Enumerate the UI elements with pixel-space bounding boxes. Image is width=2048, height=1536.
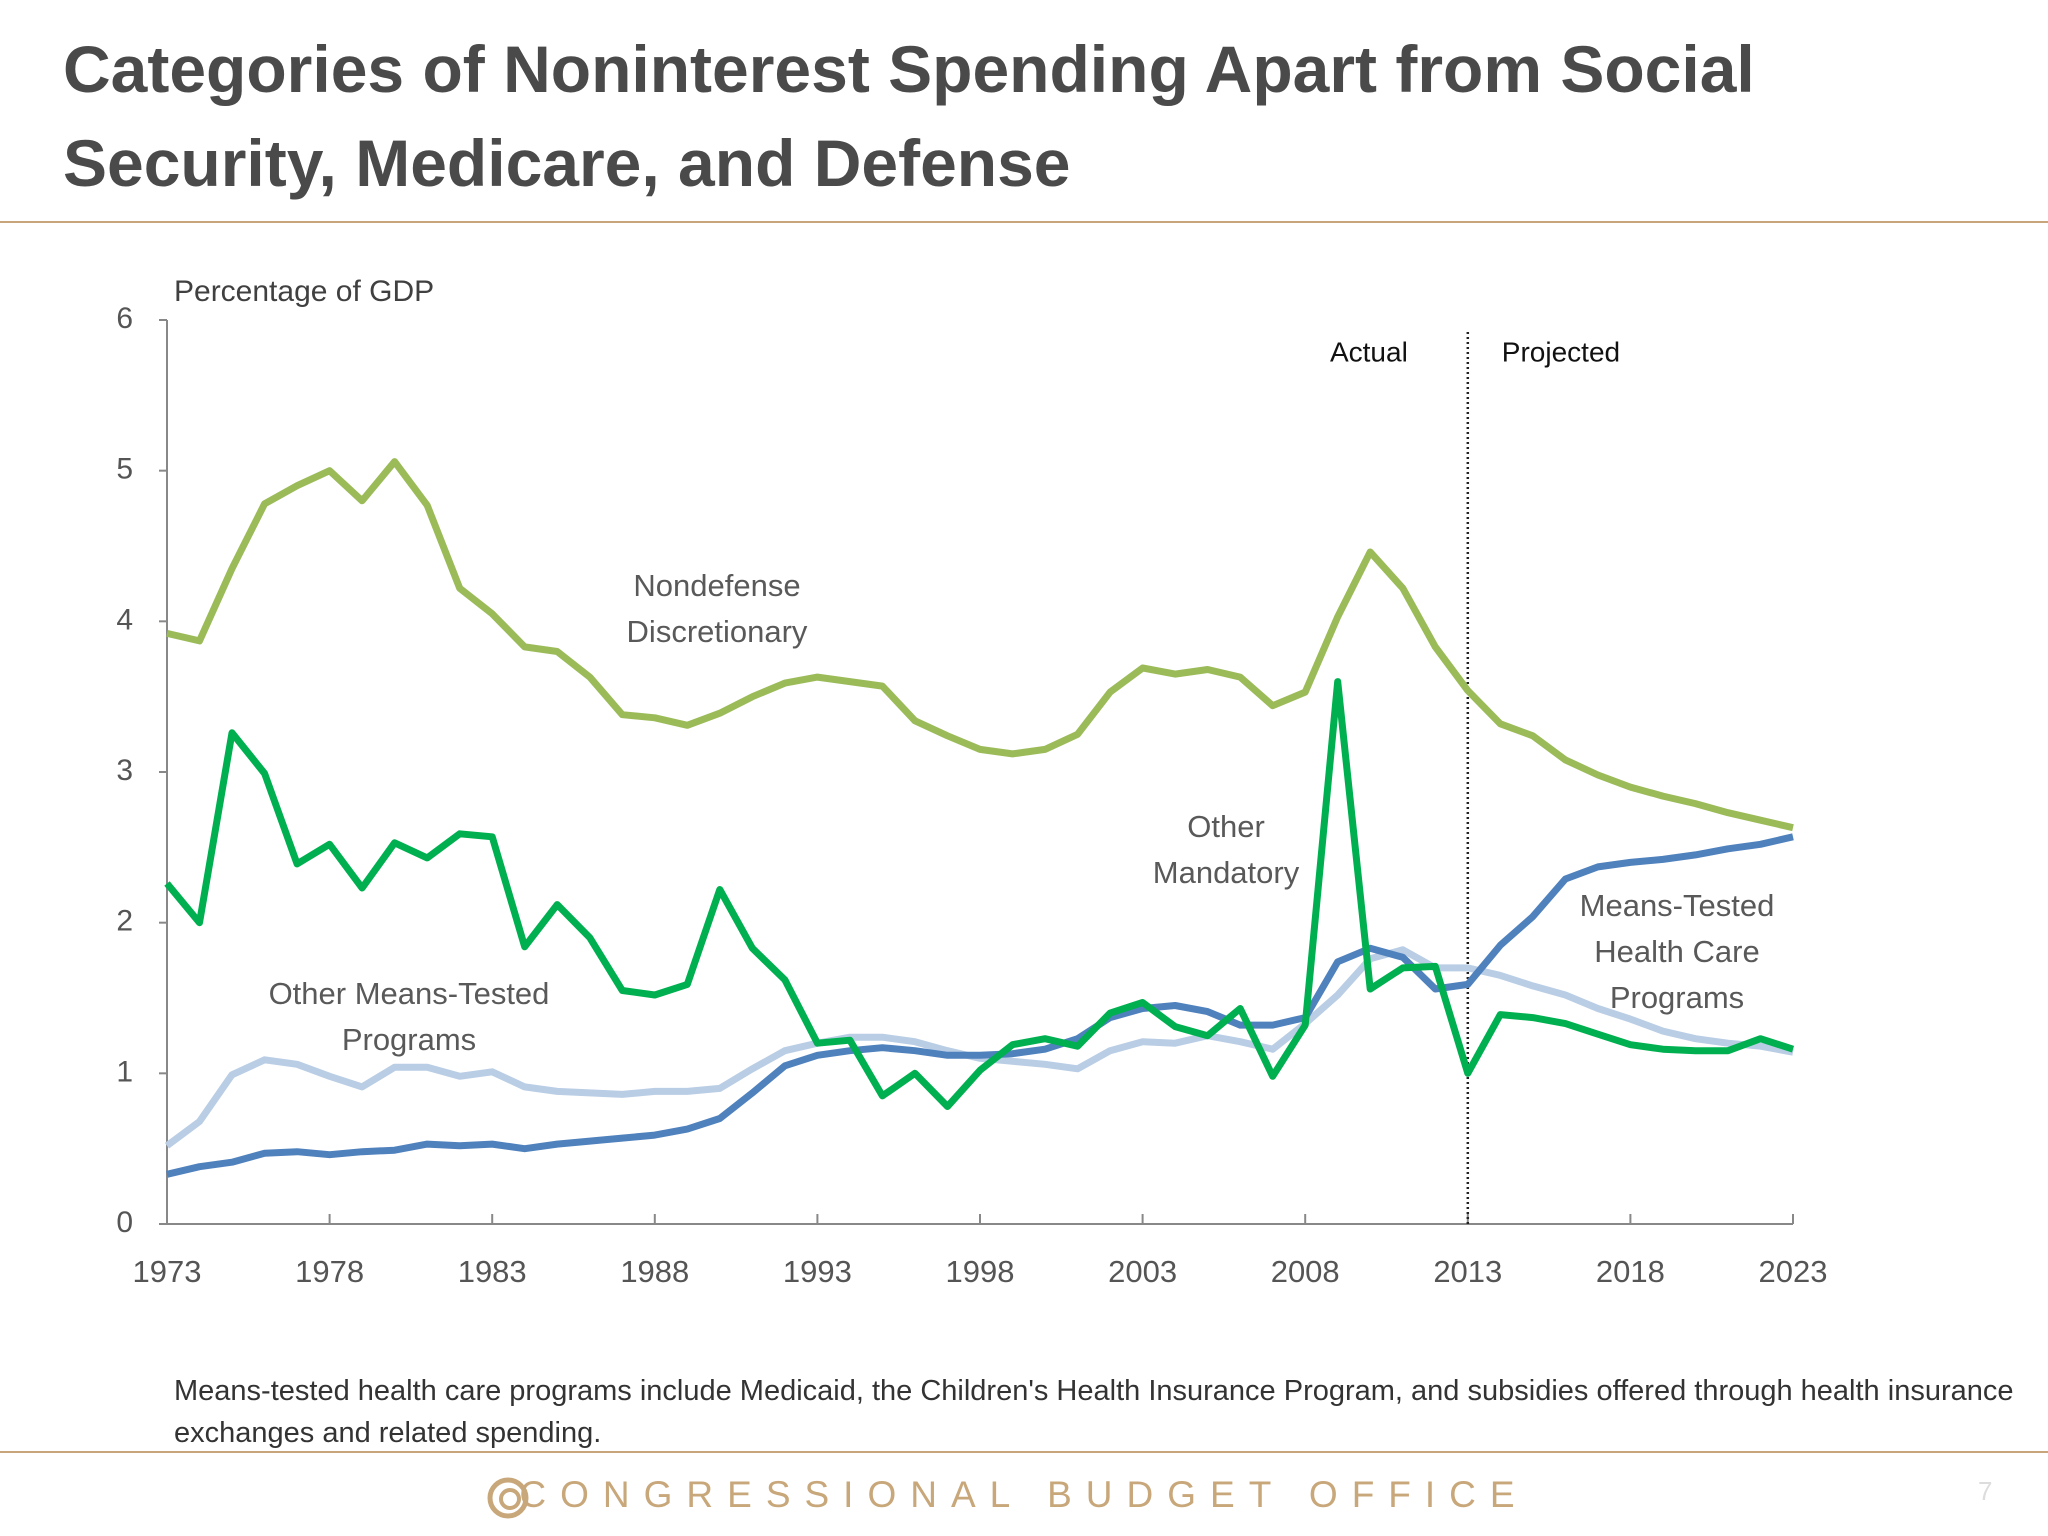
series-line <box>164 678 1795 1110</box>
y-tick-label: 3 <box>116 754 133 787</box>
y-tick-label: 0 <box>116 1206 133 1239</box>
series-label: Means-Tested Health Care Programs <box>1579 888 1775 1015</box>
divider-label: Projected <box>1502 336 1620 367</box>
slide-title: Categories of Noninterest Spending Apart… <box>63 32 1755 200</box>
y-tick-label: 1 <box>116 1055 133 1088</box>
x-tick-label: 1998 <box>946 1254 1015 1289</box>
x-tick-label: 1978 <box>295 1254 364 1289</box>
y-tick-label: 4 <box>116 603 133 636</box>
x-tick-label: 2003 <box>1108 1254 1177 1289</box>
x-tick-label: 1993 <box>783 1254 852 1289</box>
x-tick-label: 2008 <box>1271 1254 1340 1289</box>
cbo-logo <box>487 1477 529 1519</box>
x-tick-label: 1988 <box>620 1254 689 1289</box>
x-tick-label: 1973 <box>133 1254 202 1289</box>
x-tick-label: 2023 <box>1759 1254 1828 1289</box>
series-label: Other Mandatory <box>1152 809 1300 890</box>
series-line <box>166 833 1794 1178</box>
y-tick-label: 5 <box>116 453 133 486</box>
x-tick-label: 2018 <box>1596 1254 1665 1289</box>
divider-label: Actual <box>1330 336 1408 367</box>
chart: Percentage of GDP 0 1 2 3 4 5 6 1973 1978 1983 198… <box>116 275 1828 1289</box>
x-tick-label: 2013 <box>1433 1254 1502 1289</box>
series-label: Other Means-Tested Programs <box>268 976 550 1057</box>
x-tick-label: 1983 <box>458 1254 527 1289</box>
y-tick-label: 6 <box>116 302 133 335</box>
y-tick-label: 2 <box>116 905 133 938</box>
page-number: 7 <box>1978 1476 1993 1506</box>
series-line <box>166 458 1794 832</box>
series-label: Nondefense Discretionary <box>626 568 808 649</box>
footer: CONGRESSIONAL BUDGET OFFICE <box>519 1474 1529 1515</box>
footnote: Means-tested health care programs includ… <box>174 1375 2014 1449</box>
y-axis-label: Percentage of GDP <box>174 275 434 308</box>
divider-rule <box>0 221 2048 223</box>
footer-rule <box>0 1451 2048 1453</box>
